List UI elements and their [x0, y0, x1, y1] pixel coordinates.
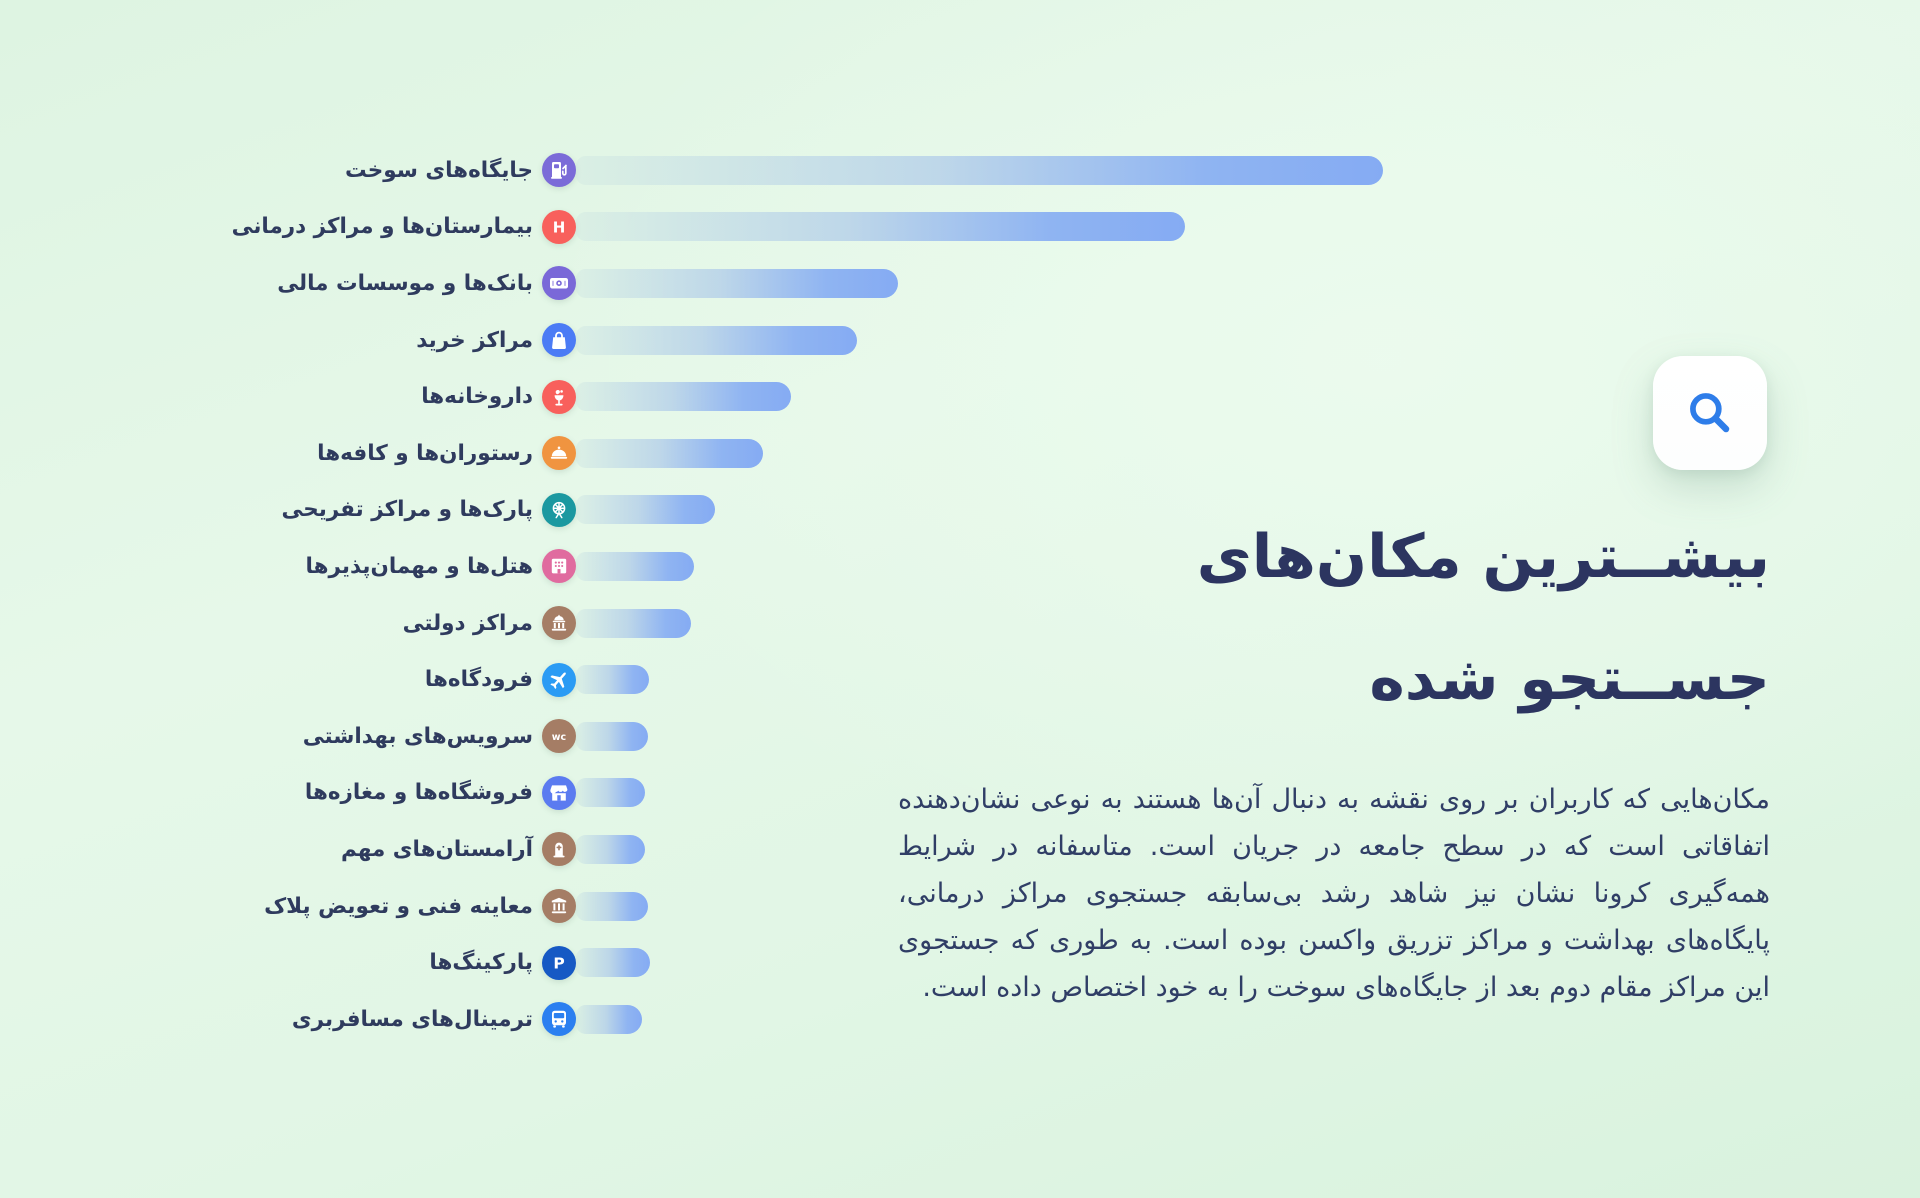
chart-row: سرویس‌های بهداشتی wc	[0, 708, 1383, 765]
page-title: بیشــترین مکان‌های جســتجو شده	[1196, 496, 1771, 740]
title-line-2: جســتجو شده	[1369, 644, 1771, 714]
inspection-icon	[542, 889, 576, 924]
svg-text:P: P	[553, 954, 564, 972]
chart-row: داروخانه‌ها	[0, 368, 1383, 425]
search-volume-bar	[576, 721, 648, 751]
shopping-bag-icon	[542, 323, 576, 358]
search-volume-bar	[576, 495, 715, 525]
search-volume-bar	[576, 212, 1186, 242]
chart-row: جایگاه‌های سوخت	[0, 142, 1383, 199]
parking-icon: P	[542, 945, 576, 980]
chart-row: پارک‌ها و مراکز تفریحی	[0, 482, 1383, 539]
chart-row: معاینه فنی و تعویض پلاک	[0, 878, 1383, 935]
category-label: داروخانه‌ها	[421, 384, 533, 410]
chart-row: پارکینگ‌ها P	[0, 934, 1383, 991]
search-volume-bar	[576, 382, 791, 412]
chart-row: فروشگاه‌ها و مغازه‌ها	[0, 765, 1383, 822]
search-volume-bar	[576, 155, 1383, 185]
title-line-1: بیشــترین مکان‌های	[1196, 522, 1771, 592]
search-badge	[1653, 356, 1767, 470]
category-label: سرویس‌های بهداشتی	[302, 723, 533, 749]
description-paragraph: مکان‌هایی که کاربران بر روی نقشه به دنبا…	[898, 784, 1770, 1003]
chart-row: آرامستان‌های مهم	[0, 821, 1383, 878]
search-volume-bar	[576, 438, 764, 468]
search-volume-bar	[576, 778, 646, 808]
fuel-pump-icon	[542, 153, 576, 188]
category-label: بانک‌ها و موسسات مالی	[277, 270, 533, 296]
search-volume-bar	[576, 325, 857, 355]
category-label: مراکز دولتی	[402, 610, 533, 636]
search-volume-bar	[576, 834, 646, 864]
restaurant-icon	[542, 436, 576, 471]
chart-row: رستوران‌ها و کافه‌ها	[0, 425, 1383, 482]
airport-icon	[542, 662, 576, 697]
hotel-icon	[542, 549, 576, 584]
search-volume-bar	[576, 891, 648, 921]
category-label: فرودگاه‌ها	[424, 667, 533, 693]
category-label: مراکز خرید	[416, 327, 533, 353]
search-volume-bar	[576, 665, 649, 695]
park-icon	[542, 492, 576, 527]
search-volume-bar	[576, 608, 692, 638]
search-volume-bar	[576, 268, 898, 298]
chart-row: بیمارستان‌ها و مراکز درمانی H	[0, 199, 1383, 256]
chart-row: فرودگاه‌ها	[0, 651, 1383, 708]
chart-row: هتل‌ها و مهمان‌پذیرها	[0, 538, 1383, 595]
search-volume-bar	[576, 948, 651, 978]
search-icon	[1690, 393, 1730, 433]
category-label: هتل‌ها و مهمان‌پذیرها	[305, 553, 533, 579]
category-label: جایگاه‌های سوخت	[345, 157, 533, 183]
svg-text:H: H	[553, 218, 566, 236]
government-icon	[542, 606, 576, 641]
category-label: پارکینگ‌ها	[429, 950, 533, 976]
bar-chart: جایگاه‌های سوخت بیمارستان‌ها و مراکز درم…	[0, 142, 1383, 1048]
hospital-icon: H	[542, 209, 576, 244]
store-icon	[542, 775, 576, 810]
category-label: بیمارستان‌ها و مراکز درمانی	[231, 214, 533, 240]
pharmacy-icon	[542, 379, 576, 414]
category-label: آرامستان‌های مهم	[340, 836, 533, 862]
wc-icon: wc	[542, 719, 576, 754]
search-volume-bar	[576, 1004, 643, 1034]
cemetery-icon	[542, 832, 576, 867]
category-label: رستوران‌ها و کافه‌ها	[317, 440, 533, 466]
chart-row: مراکز دولتی	[0, 595, 1383, 652]
chart-row: مراکز خرید	[0, 312, 1383, 369]
bank-icon	[542, 266, 576, 301]
category-label: پارک‌ها و مراکز تفریحی	[281, 497, 533, 523]
chart-row: بانک‌ها و موسسات مالی	[0, 255, 1383, 312]
search-volume-bar	[576, 551, 694, 581]
chart-row: ترمینال‌های مسافربری	[0, 991, 1383, 1048]
svg-text:wc: wc	[552, 732, 566, 743]
bus-terminal-icon	[542, 1002, 576, 1037]
category-label: فروشگاه‌ها و مغازه‌ها	[304, 780, 533, 806]
category-label: ترمینال‌های مسافربری	[291, 1006, 533, 1032]
category-label: معاینه فنی و تعویض پلاک	[264, 893, 533, 919]
